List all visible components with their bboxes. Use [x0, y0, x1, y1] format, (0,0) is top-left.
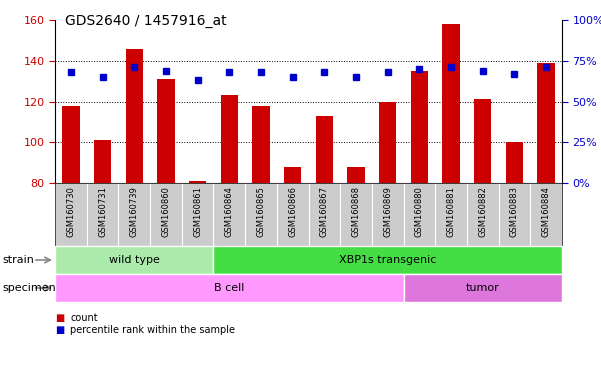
Text: tumor: tumor: [466, 283, 499, 293]
Bar: [537, 63, 555, 183]
Text: GSM160730: GSM160730: [66, 186, 75, 237]
Bar: [316, 116, 333, 183]
Text: wild type: wild type: [109, 255, 160, 265]
Text: GSM160882: GSM160882: [478, 186, 487, 237]
Text: B cell: B cell: [214, 283, 245, 293]
Text: GSM160731: GSM160731: [98, 186, 107, 237]
Bar: [442, 24, 460, 183]
Text: GSM160884: GSM160884: [542, 186, 551, 237]
Bar: [94, 140, 111, 183]
Bar: [62, 106, 79, 183]
Bar: [157, 79, 175, 183]
Text: GSM160739: GSM160739: [130, 186, 139, 237]
Text: specimen: specimen: [2, 283, 56, 293]
Bar: [213, 246, 562, 274]
Bar: [126, 48, 143, 183]
Text: GSM160865: GSM160865: [257, 186, 266, 237]
Bar: [284, 167, 301, 183]
Bar: [379, 101, 397, 183]
Text: GSM160869: GSM160869: [383, 186, 392, 237]
Bar: [189, 181, 206, 183]
Text: GSM160883: GSM160883: [510, 186, 519, 237]
Bar: [252, 106, 270, 183]
Text: ■: ■: [55, 313, 64, 323]
Text: GDS2640 / 1457916_at: GDS2640 / 1457916_at: [65, 14, 227, 28]
Bar: [403, 274, 562, 302]
Bar: [506, 142, 523, 183]
Bar: [55, 274, 403, 302]
Text: XBP1s transgenic: XBP1s transgenic: [339, 255, 436, 265]
Text: count: count: [70, 313, 97, 323]
Text: GSM160868: GSM160868: [352, 186, 361, 237]
Text: GSM160881: GSM160881: [447, 186, 456, 237]
Text: percentile rank within the sample: percentile rank within the sample: [70, 325, 235, 335]
Text: GSM160866: GSM160866: [288, 186, 297, 237]
Bar: [221, 95, 238, 183]
Text: ■: ■: [55, 325, 64, 335]
Bar: [347, 167, 365, 183]
Text: GSM160861: GSM160861: [193, 186, 202, 237]
Bar: [410, 71, 428, 183]
Text: GSM160864: GSM160864: [225, 186, 234, 237]
Bar: [474, 99, 492, 183]
Bar: [55, 246, 213, 274]
Text: GSM160867: GSM160867: [320, 186, 329, 237]
Text: GSM160860: GSM160860: [162, 186, 171, 237]
Text: GSM160880: GSM160880: [415, 186, 424, 237]
Text: strain: strain: [2, 255, 34, 265]
